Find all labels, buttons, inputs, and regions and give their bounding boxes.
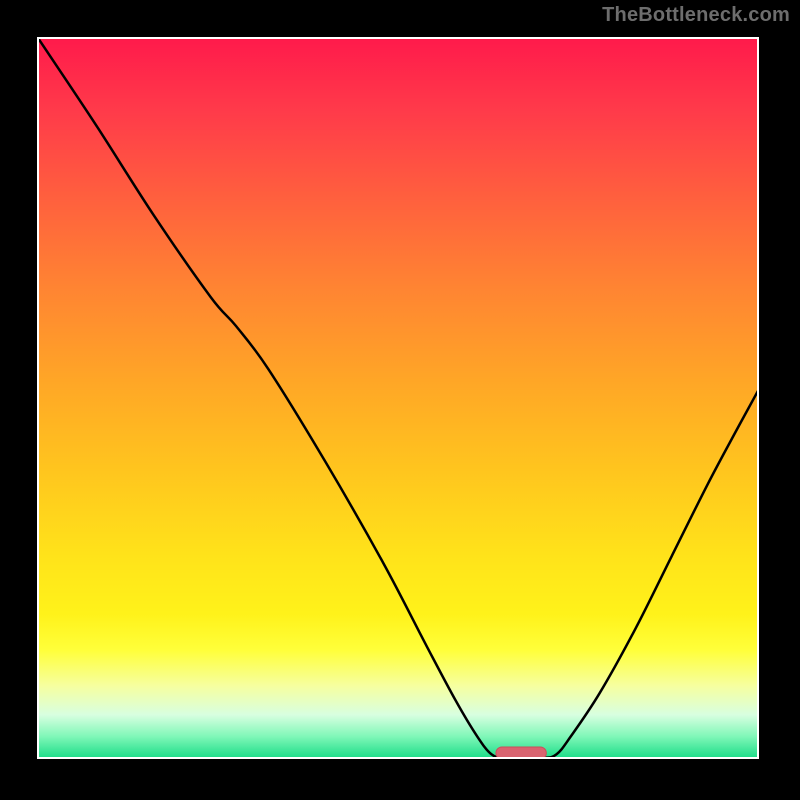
chart-root: { "watermark": { "text": "TheBottleneck.… [0, 0, 800, 800]
gradient-background [38, 38, 758, 758]
bottleneck-chart [0, 0, 800, 800]
watermark-text: TheBottleneck.com [602, 4, 790, 27]
